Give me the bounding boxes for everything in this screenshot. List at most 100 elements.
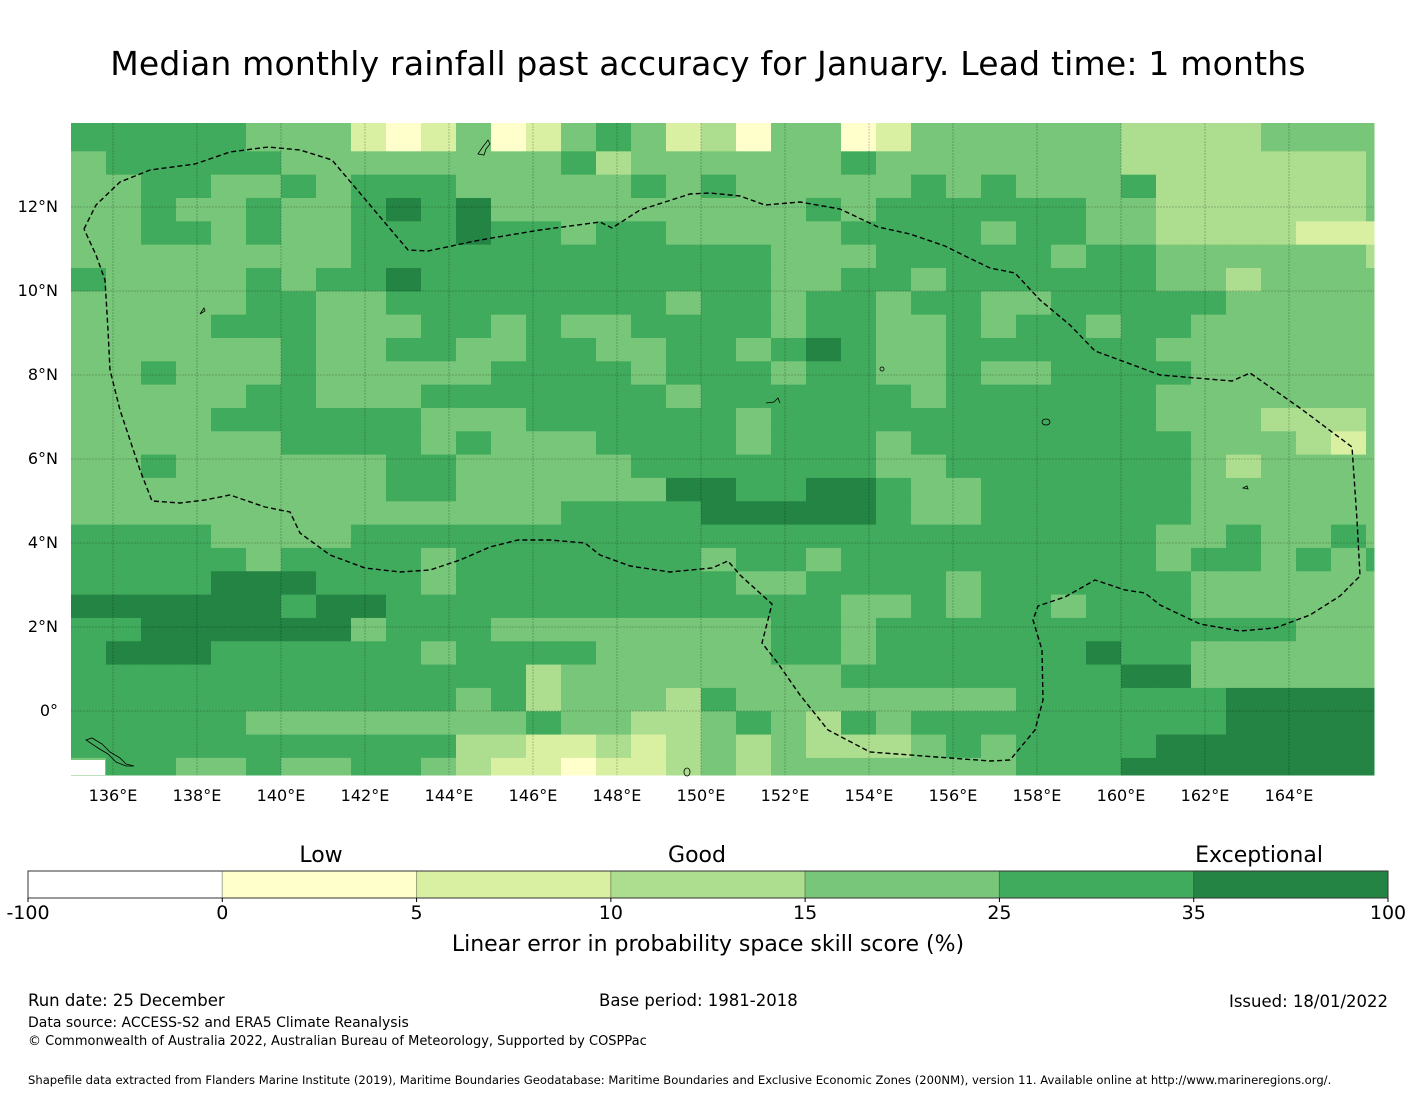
skill-cell bbox=[1226, 547, 1262, 572]
skill-cell bbox=[1226, 267, 1262, 292]
skill-cell bbox=[701, 337, 737, 362]
skill-cell bbox=[806, 174, 842, 199]
skill-cell bbox=[631, 454, 667, 479]
skill-cell bbox=[911, 524, 947, 549]
skill-cell bbox=[596, 734, 632, 759]
skill-cell bbox=[736, 477, 772, 502]
skill-cell bbox=[526, 757, 562, 776]
skill-cell bbox=[1261, 687, 1297, 712]
skill-cell bbox=[1051, 361, 1087, 386]
island-outline bbox=[1241, 485, 1249, 490]
skill-cell bbox=[1016, 123, 1052, 152]
skill-cell bbox=[141, 757, 177, 776]
skill-cell bbox=[1366, 314, 1375, 339]
x-tick-label: 160°E bbox=[1096, 786, 1146, 805]
skill-cell bbox=[1016, 197, 1052, 222]
skill-cell bbox=[491, 617, 527, 642]
skill-cell bbox=[491, 291, 527, 316]
skill-cell bbox=[421, 594, 457, 619]
skill-cell bbox=[456, 337, 492, 362]
skill-cell bbox=[806, 384, 842, 409]
skill-cell bbox=[666, 757, 702, 776]
skill-cell bbox=[1296, 711, 1332, 736]
skill-cell bbox=[736, 361, 772, 386]
skill-cell bbox=[806, 711, 842, 736]
skill-cell bbox=[806, 734, 842, 759]
skill-cell bbox=[211, 501, 247, 526]
skill-cell bbox=[701, 641, 737, 666]
skill-cell bbox=[666, 641, 702, 666]
skill-cell bbox=[1261, 501, 1297, 526]
skill-cell bbox=[211, 267, 247, 292]
skill-cell bbox=[701, 711, 737, 736]
skill-cell bbox=[911, 477, 947, 502]
skill-cell bbox=[211, 337, 247, 362]
skill-cell bbox=[1331, 431, 1367, 456]
skill-cell bbox=[1051, 454, 1087, 479]
skill-cell bbox=[281, 757, 317, 776]
skill-cell bbox=[1366, 197, 1375, 222]
skill-cell bbox=[1191, 407, 1227, 432]
skill-cell bbox=[141, 454, 177, 479]
skill-cell bbox=[456, 174, 492, 199]
skill-cell bbox=[561, 641, 597, 666]
skill-cell bbox=[1191, 711, 1227, 736]
skill-cell bbox=[106, 174, 142, 199]
skill-cell bbox=[456, 123, 492, 152]
colorbar-segment bbox=[416, 870, 612, 899]
skill-cell bbox=[1086, 664, 1122, 689]
skill-cell bbox=[106, 221, 142, 246]
skill-cell bbox=[946, 547, 982, 572]
skill-cell bbox=[1261, 431, 1297, 456]
skill-cell bbox=[666, 454, 702, 479]
skill-cell bbox=[806, 617, 842, 642]
skill-cell bbox=[736, 734, 772, 759]
skill-cell bbox=[631, 267, 667, 292]
skill-cell bbox=[246, 314, 282, 339]
skill-cell bbox=[701, 407, 737, 432]
skill-cell bbox=[246, 501, 282, 526]
skill-cell bbox=[1331, 711, 1367, 736]
skill-cell bbox=[631, 711, 667, 736]
skill-cell bbox=[911, 757, 947, 776]
skill-cell bbox=[386, 221, 422, 246]
skill-cell bbox=[841, 361, 877, 386]
skill-cell bbox=[421, 687, 457, 712]
skill-cell bbox=[596, 477, 632, 502]
skill-cell bbox=[316, 641, 352, 666]
skill-cell bbox=[281, 664, 317, 689]
skill-cell bbox=[141, 664, 177, 689]
skill-cell bbox=[351, 151, 387, 176]
skill-cell bbox=[1121, 221, 1157, 246]
skill-cell bbox=[1016, 547, 1052, 572]
skill-cell bbox=[596, 641, 632, 666]
skill-cell bbox=[1121, 454, 1157, 479]
skill-cell bbox=[1226, 361, 1262, 386]
skill-cell bbox=[1331, 757, 1367, 776]
skill-cell bbox=[1156, 361, 1192, 386]
skill-cell bbox=[1366, 337, 1375, 362]
skill-cell bbox=[841, 337, 877, 362]
skill-cell bbox=[1331, 337, 1367, 362]
skill-cell bbox=[281, 384, 317, 409]
skill-cell bbox=[771, 337, 807, 362]
skill-cell bbox=[1121, 123, 1157, 152]
skill-cell bbox=[876, 384, 912, 409]
skill-cell bbox=[141, 123, 177, 152]
skill-cell bbox=[666, 547, 702, 572]
skill-cell bbox=[526, 197, 562, 222]
skill-cell bbox=[141, 617, 177, 642]
skill-cell bbox=[106, 477, 142, 502]
skill-cell bbox=[106, 431, 142, 456]
skill-cell bbox=[351, 477, 387, 502]
skill-cell bbox=[1191, 594, 1227, 619]
skill-cell bbox=[386, 664, 422, 689]
colorbar-tick-label: 100 bbox=[1369, 902, 1407, 924]
skill-cell bbox=[981, 314, 1017, 339]
skill-cell bbox=[561, 571, 597, 596]
skill-cell bbox=[981, 151, 1017, 176]
skill-cell bbox=[631, 757, 667, 776]
skill-cell bbox=[981, 267, 1017, 292]
skill-cell bbox=[71, 151, 107, 176]
x-tick-label: 152°E bbox=[760, 786, 810, 805]
